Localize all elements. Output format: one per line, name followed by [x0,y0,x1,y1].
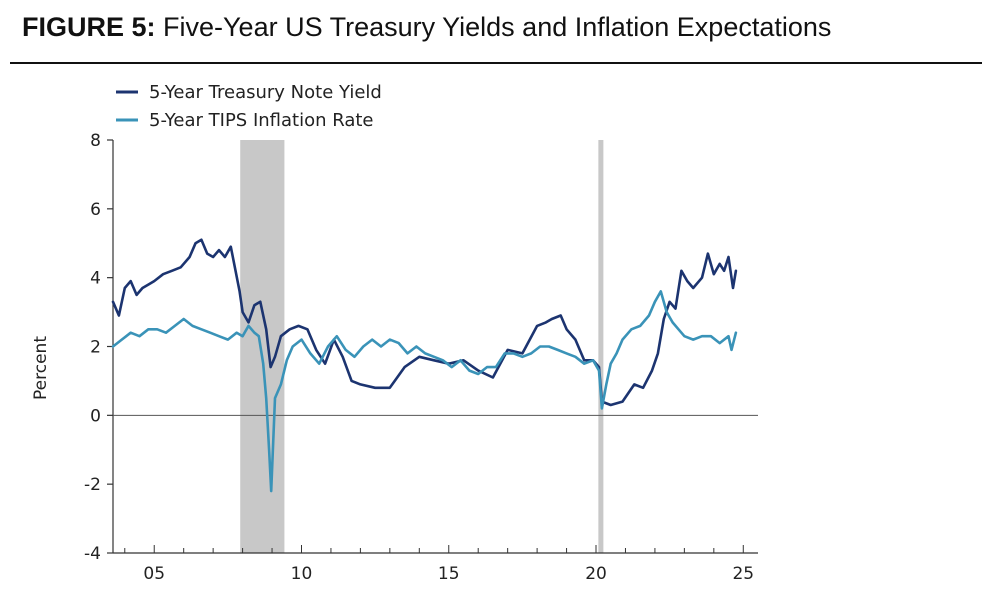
y-axis-label: Percent [31,336,51,400]
y-tick-label: 0 [90,406,101,426]
recession-band-2 [598,140,604,553]
x-tick-label: 25 [732,564,754,584]
y-tick-label: 8 [90,131,101,151]
x-tick-label: 20 [585,564,607,584]
legend-label-2: 5-Year TIPS Inflation Rate [149,110,374,131]
chart-series [111,238,738,493]
legend-label-1: 5-Year Treasury Note Yield [149,82,382,103]
x-tick-label: 10 [291,564,313,584]
tips-inflation-line [111,290,738,493]
x-tick-label: 15 [438,564,460,584]
treasury-yield-line [111,238,738,407]
chart-legend: 5-Year Treasury Note Yield 5-Year TIPS In… [116,82,382,131]
title-rule [10,62,982,64]
figure-label: FIGURE 5: [22,12,156,42]
y-tick-label: -4 [84,544,101,564]
y-tick-label: 2 [90,338,101,358]
y-tick-label: 4 [90,269,101,289]
y-tick-label: -2 [84,475,101,495]
x-tick-label: 05 [143,564,165,584]
figure-title: FIGURE 5: Five-Year US Treasury Yields a… [22,10,831,44]
y-tick-label: 6 [90,200,101,220]
figure-title-text: Five-Year US Treasury Yields and Inflati… [163,12,832,42]
